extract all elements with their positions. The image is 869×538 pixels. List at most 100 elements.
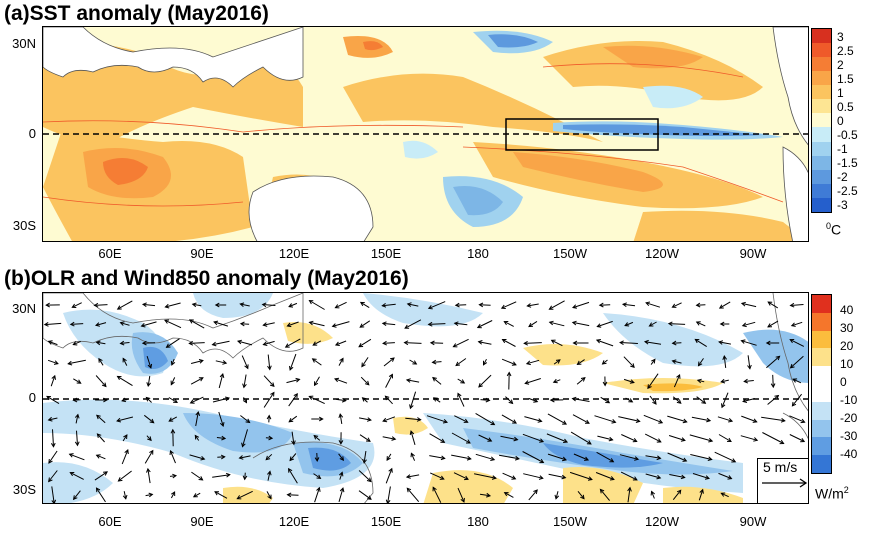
- wind-vector-head: [45, 302, 50, 308]
- wind-vector: [285, 338, 301, 348]
- wind-vector: [502, 339, 516, 347]
- wind-vector: [215, 360, 227, 364]
- wind-vector-head: [213, 320, 219, 326]
- wind-vector-head: [658, 419, 664, 424]
- wind-vector: [166, 338, 180, 348]
- wind-vector: [573, 453, 589, 461]
- wind-vector-head: [483, 360, 488, 366]
- reference-vector-label: 5 m/s: [763, 459, 798, 475]
- wind-vector-head: [286, 492, 292, 498]
- wind-vector: [522, 433, 544, 443]
- wind-vector-head: [596, 323, 602, 328]
- wind-vector-head: [586, 440, 592, 445]
- wind-vector-head: [242, 398, 248, 404]
- wind-vector-head: [743, 378, 749, 384]
- wind-vector: [767, 320, 779, 328]
- wind-vector-head: [602, 381, 608, 387]
- wind-vector-head: [695, 321, 701, 326]
- wind-vector: [50, 375, 56, 387]
- wind-vector: [719, 341, 731, 345]
- sst-colorbar-label: -2: [837, 170, 848, 184]
- wind-vector-head: [311, 358, 317, 363]
- wind-vector: [47, 359, 59, 365]
- wind-vector: [740, 435, 758, 441]
- wind-vector: [596, 451, 614, 463]
- reference-vector-box: [757, 458, 808, 503]
- wind-vector: [602, 359, 608, 365]
- colorbar-swatch: [812, 455, 831, 473]
- wind-vector-head: [382, 340, 388, 346]
- wind-vector-head: [48, 458, 53, 464]
- wind-vector: [96, 487, 106, 503]
- wind-vector-head: [241, 442, 246, 448]
- wind-vector: [363, 451, 367, 463]
- wind-vector: [143, 414, 155, 424]
- wind-vector: [263, 340, 275, 346]
- wind-vector: [698, 358, 704, 366]
- wind-vector: [742, 321, 756, 327]
- wind-vector-head: [599, 488, 605, 494]
- wind-vector: [426, 415, 448, 423]
- wind-vector: [651, 491, 655, 499]
- wind-vector-head: [95, 487, 101, 493]
- wind-vector: [170, 450, 176, 464]
- wind-vector: [526, 359, 540, 365]
- wind-vector: [312, 340, 322, 346]
- wind-vector: [429, 472, 445, 480]
- wind-vector: [791, 321, 803, 327]
- panel-b-lon-120w: 120W: [645, 514, 679, 529]
- wind-vector: [528, 397, 538, 403]
- wind-vector: [360, 301, 370, 309]
- wind-vector-head: [722, 355, 728, 360]
- wind-vector: [122, 434, 128, 442]
- wind-vector-head: [119, 340, 125, 346]
- wind-vector: [451, 432, 471, 444]
- wind-vector-head: [585, 419, 590, 424]
- wind-vector-head: [696, 378, 702, 384]
- wind-vector: [117, 375, 133, 387]
- wind-vector-head: [366, 417, 372, 422]
- wind-vector: [673, 374, 681, 388]
- wind-vector: [243, 374, 247, 388]
- wind-vector-head: [699, 488, 704, 494]
- panel-a-lon-90e: 90E: [190, 246, 214, 261]
- wind-vector-head: [740, 339, 746, 344]
- panel-b-lon-150e: 150E: [370, 514, 402, 529]
- wind-vector-head: [580, 377, 586, 382]
- wind-vector-head: [72, 495, 78, 501]
- wind-vector-head: [554, 494, 560, 500]
- wind-vector: [669, 474, 685, 478]
- wind-vector: [668, 435, 686, 441]
- wind-vector-head: [224, 396, 231, 402]
- panel-b-lon-60e: 60E: [98, 514, 122, 529]
- wind-vector: [692, 473, 710, 479]
- colorbar-swatch: [812, 71, 831, 86]
- wind-vector: [118, 470, 132, 482]
- wind-vector-head: [477, 340, 483, 345]
- wind-vector: [572, 301, 590, 309]
- colorbar-swatch: [812, 155, 831, 170]
- wind-vector: [95, 322, 107, 326]
- wind-vector-head: [466, 455, 472, 461]
- wind-vector-head: [198, 476, 204, 481]
- olr-wind-anomaly-map: 5 m/s: [42, 292, 809, 504]
- wind-vector: [647, 373, 659, 389]
- wind-vector: [698, 489, 704, 501]
- wind-vector-head: [47, 340, 53, 345]
- wind-vector-head: [608, 436, 614, 442]
- wind-vector: [237, 340, 253, 346]
- wind-vector-head: [708, 438, 714, 443]
- wind-vector-head: [609, 476, 615, 481]
- wind-vector-head: [367, 495, 372, 500]
- wind-vector: [73, 340, 81, 346]
- wind-vector: [649, 395, 657, 405]
- wind-vector-head: [219, 372, 225, 379]
- wind-vector-head: [463, 418, 469, 423]
- wind-vector: [289, 353, 297, 371]
- wind-vector-head: [478, 382, 483, 388]
- wind-vector: [624, 321, 634, 327]
- wind-vector: [193, 492, 201, 498]
- wind-vector: [747, 355, 751, 369]
- wind-vector: [429, 433, 445, 443]
- wind-vector-head: [506, 371, 512, 377]
